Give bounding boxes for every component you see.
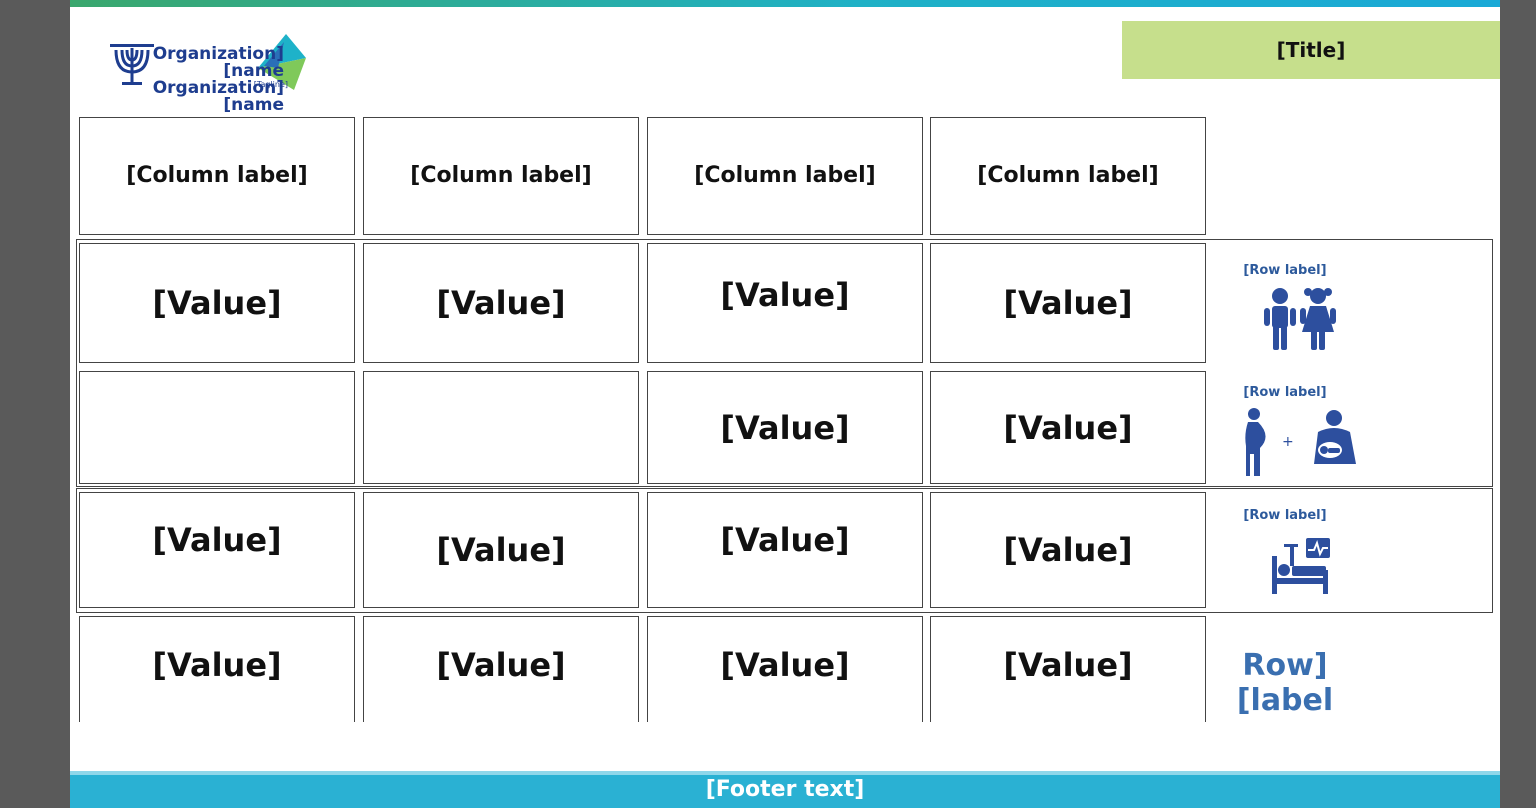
- header-unvaccinated-pct-severe-text: [Column label]: [126, 157, 307, 195]
- title-box: [Title]: [1122, 21, 1500, 79]
- logo-line-1: [Organization name]: [212, 46, 284, 80]
- ministry-logo: [Organization name] [Organization name] …: [108, 28, 318, 100]
- cell-rest-severe-value: [Value]: [436, 531, 565, 569]
- header-unvaccinated-pct-hospitalized: [Column label]: [647, 117, 923, 235]
- cell-total-hospitalized: [Value]: [930, 616, 1206, 736]
- cell-rest-unvaccinated-pct-hospitalized: [Value]: [647, 492, 923, 608]
- hospital-bed-icon: [1270, 536, 1332, 596]
- row-label-total: [Row label]: [1220, 648, 1350, 718]
- cell-total-unvaccinated-pct-hospitalized: [Value]: [647, 616, 923, 736]
- header-hospitalized-text: [Column label]: [977, 157, 1158, 195]
- header-severe: [Column label]: [363, 117, 639, 235]
- footer-highlight: [70, 771, 1500, 775]
- cell-total-unvaccinated-pct-severe-value: [Value]: [152, 646, 281, 684]
- top-gradient-strip: [70, 0, 1500, 7]
- row-label-children: [Row label]: [1220, 263, 1350, 278]
- cell-rest-hospitalized: [Value]: [930, 492, 1206, 608]
- cell-rest-unvaccinated-pct-hospitalized-value: [Value]: [720, 521, 849, 559]
- footer-text: [Footer text]: [706, 777, 865, 802]
- cell-children-hospitalized: [Value]: [930, 243, 1206, 363]
- cell-children-severe: [Value]: [363, 243, 639, 363]
- header-severe-text: [Column label]: [410, 157, 591, 195]
- cell-rest-severe: [Value]: [363, 492, 639, 608]
- cell-children-unvaccinated-pct-severe-value: [Value]: [152, 284, 281, 322]
- logo-tagline: [Tagline]: [208, 80, 288, 89]
- cell-total-hospitalized-value: [Value]: [1003, 646, 1132, 684]
- header-unvaccinated-pct-severe: [Column label]: [79, 117, 355, 235]
- cell-pregnant-unvaccinated-pct-severe: [79, 371, 355, 484]
- cell-children-unvaccinated-pct-hospitalized: [Value]: [647, 243, 923, 363]
- cell-total-severe: [Value]: [363, 616, 639, 736]
- children-icon: [1258, 284, 1342, 354]
- cell-children-unvaccinated-pct-severe: [Value]: [79, 243, 355, 363]
- cell-total-severe-value: [Value]: [436, 646, 565, 684]
- row-label-pregnant-mothers: [Row label]: [1220, 385, 1350, 400]
- footer-bar: [Footer text]: [70, 771, 1500, 808]
- cell-pregnant-hospitalized-value: [Value]: [1003, 409, 1132, 447]
- header-unvaccinated-pct-hospitalized-text: [Column label]: [694, 157, 875, 195]
- cell-children-unvaccinated-pct-hospitalized-value: [Value]: [720, 276, 849, 314]
- cell-total-unvaccinated-pct-severe: [Value]: [79, 616, 355, 736]
- cell-children-severe-value: [Value]: [436, 284, 565, 322]
- cell-pregnant-hospitalized: [Value]: [930, 371, 1206, 484]
- cell-rest-hospitalized-value: [Value]: [1003, 531, 1132, 569]
- cell-rest-unvaccinated-pct-severe: [Value]: [79, 492, 355, 608]
- header-hospitalized: [Column label]: [930, 117, 1206, 235]
- table-bottom-mask: [70, 722, 1500, 771]
- cell-rest-unvaccinated-pct-severe-value: [Value]: [152, 521, 281, 559]
- cell-total-unvaccinated-pct-hospitalized-value: [Value]: [720, 646, 849, 684]
- slide-title: [Title]: [1277, 38, 1346, 62]
- cell-pregnant-unvaccinated-pct-hospitalized-value: [Value]: [720, 409, 849, 447]
- cell-pregnant-severe: [363, 371, 639, 484]
- cell-pregnant-unvaccinated-pct-hospitalized: [Value]: [647, 371, 923, 484]
- svg-text:+: +: [1282, 434, 1294, 450]
- slide: [Title] [Organization name] [Organizatio…: [70, 0, 1500, 808]
- row-label-rest-hospitalized: [Row label]: [1220, 508, 1350, 523]
- cell-children-hospitalized-value: [Value]: [1003, 284, 1132, 322]
- pregnant-and-mother-icon: +: [1238, 406, 1362, 478]
